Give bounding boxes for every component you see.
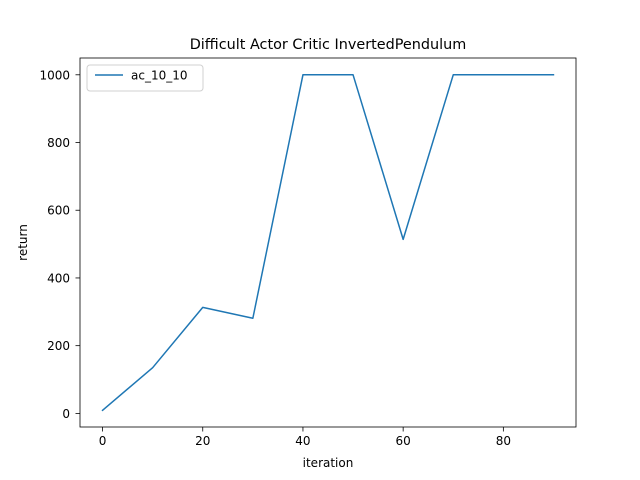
legend-label: ac_10_10 [131, 69, 188, 83]
plot-area [79, 57, 577, 428]
y-tick-label: 0 [62, 407, 70, 421]
x-tick-label: 80 [496, 434, 511, 448]
series-line-0 [101, 74, 555, 412]
y-tick-label: 800 [47, 136, 70, 150]
x-axis-label: iteration [303, 456, 354, 470]
y-tick-label: 200 [47, 339, 70, 353]
chart-title: Difficult Actor Critic InvertedPendulum [190, 37, 467, 53]
x-tick-label: 20 [195, 434, 210, 448]
x-tick-label: 0 [99, 434, 107, 448]
y-tick-label: 400 [47, 271, 70, 285]
legend: ac_10_10 [86, 64, 204, 92]
x-tick-label: 40 [295, 434, 310, 448]
y-axis-label: return [16, 224, 30, 261]
y-tick-label: 600 [47, 204, 70, 218]
x-tick-label: 60 [396, 434, 411, 448]
axes-frame [79, 57, 577, 428]
legend-box [86, 64, 204, 92]
y-tick-label: 1000 [39, 68, 70, 82]
